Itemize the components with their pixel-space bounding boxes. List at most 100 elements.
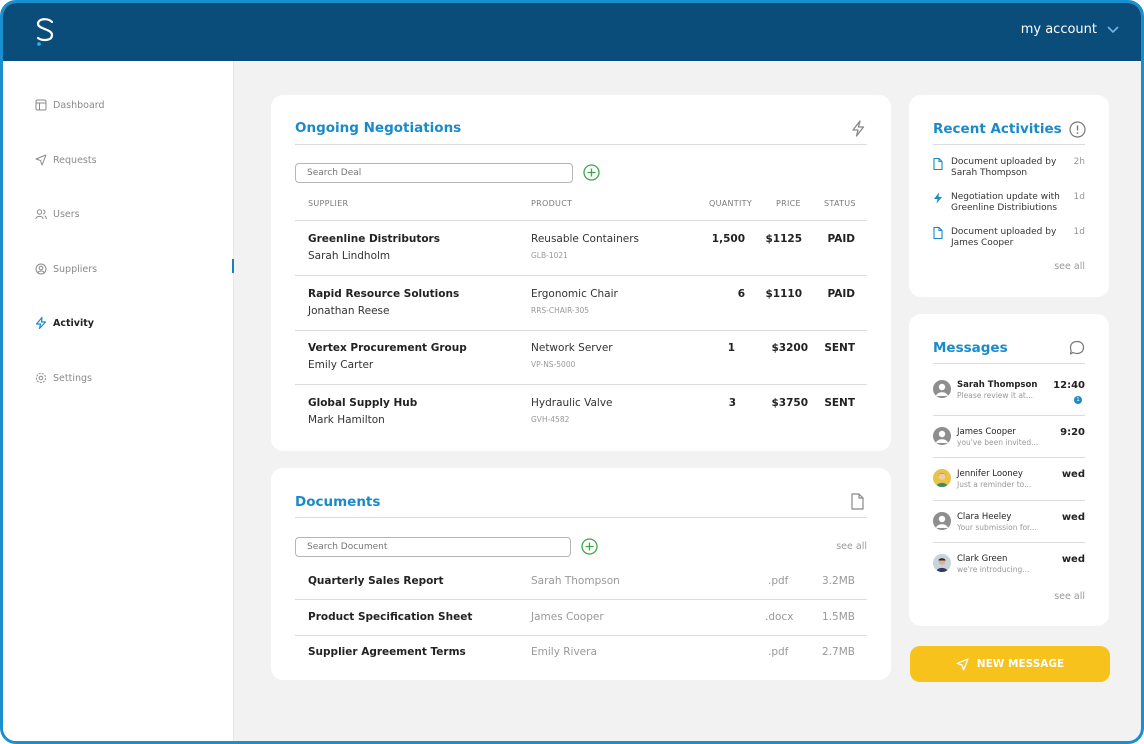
document-owner: James Cooper [531, 611, 604, 623]
avatar [933, 469, 951, 487]
status: PAID [827, 288, 855, 300]
divider [933, 500, 1085, 501]
message-item[interactable]: Clara Heeley Your submission for... wed [933, 506, 1085, 548]
divider [933, 415, 1085, 416]
quantity: 1 [727, 342, 735, 354]
message-sender: Clara Heeley [957, 512, 1012, 522]
divider [295, 599, 867, 600]
column-header-status: STATUS [824, 199, 856, 208]
message-time: 9:20 [1060, 427, 1085, 438]
negotiations-card: Ongoing Negotiations SUPPLIER PRODUCT QU… [271, 95, 891, 451]
account-menu[interactable]: my account [1021, 22, 1119, 37]
message-sender: Clark Green [957, 554, 1008, 564]
activity-time: 2h [1073, 157, 1085, 167]
message-sender: James Cooper [957, 427, 1016, 437]
gear-icon [35, 372, 47, 384]
product-name: Reusable Containers [531, 233, 640, 245]
new-message-label: NEW MESSAGE [976, 658, 1065, 670]
avatar [933, 512, 951, 530]
divider [295, 635, 867, 636]
divider [295, 275, 867, 276]
chat-bubble-icon[interactable] [1069, 340, 1085, 356]
lightning-icon [852, 120, 865, 137]
sidebar-item-requests[interactable]: Requests [35, 154, 97, 166]
message-item[interactable]: Jennifer Looney Just a reminder to... we… [933, 463, 1085, 505]
negotiations-title: Ongoing Negotiations [295, 120, 462, 136]
message-item[interactable]: Sarah Thompson Please review it at... 12… [933, 374, 1085, 416]
sidebar-item-label: Activity [53, 317, 94, 329]
divider [295, 144, 867, 145]
add-document-icon[interactable] [581, 538, 598, 555]
supplier-name: Greenline Distributors [308, 233, 440, 245]
add-deal-icon[interactable] [583, 164, 600, 181]
message-preview: Your submission for... [957, 523, 1037, 532]
document-name: Supplier Agreement Terms [308, 646, 466, 658]
supplier-contact: Mark Hamilton [308, 414, 385, 426]
new-message-button[interactable]: NEW MESSAGE [910, 646, 1110, 682]
divider [295, 517, 867, 518]
product-code: GVH-4582 [531, 415, 570, 424]
document-size: 2.7MB [822, 646, 855, 658]
sidebar-item-label: Users [53, 208, 80, 220]
message-preview: Just a reminder to... [957, 480, 1032, 489]
recent-activities-card: Recent Activities Document uploaded by S… [909, 95, 1109, 297]
activity-time: 1d [1073, 227, 1085, 237]
sidebar-item-label: Suppliers [53, 263, 98, 275]
price: $3750 [771, 397, 808, 409]
divider [933, 363, 1085, 364]
user-placeholder-icon [936, 383, 948, 396]
divider [933, 542, 1085, 543]
send-icon [956, 657, 969, 671]
sidebar-item-suppliers[interactable]: Suppliers [35, 263, 97, 275]
info-icon[interactable] [1069, 121, 1086, 138]
sidebar-item-dashboard[interactable]: Dashboard [35, 99, 105, 111]
messages-see-all-link[interactable]: see all [1054, 591, 1085, 602]
supplier-contact: Emily Carter [308, 359, 374, 371]
quantity: 6 [737, 288, 745, 300]
document-extension: .docx [765, 611, 794, 623]
dashboard-icon [35, 99, 47, 111]
avatar [933, 554, 951, 572]
message-sender: Jennifer Looney [957, 469, 1023, 479]
price: $1125 [765, 233, 802, 245]
divider [933, 144, 1085, 145]
message-sender: Sarah Thompson [957, 380, 1038, 390]
document-size: 1.5MB [822, 611, 855, 623]
sidebar-item-label: Settings [53, 372, 92, 384]
supplier-name: Rapid Resource Solutions [308, 288, 460, 300]
product-name: Ergonomic Chair [531, 288, 618, 300]
divider [295, 384, 867, 385]
document-size: 3.2MB [822, 575, 855, 587]
sidebar: Dashboard Requests Users Suppliers Activ… [3, 61, 234, 741]
account-label: my account [1020, 22, 1097, 37]
search-deal-input[interactable] [295, 163, 573, 183]
divider [295, 330, 867, 331]
message-preview: Please review it at... [957, 391, 1034, 400]
sidebar-item-label: Requests [53, 154, 97, 166]
divider [295, 220, 867, 221]
sidebar-item-users[interactable]: Users [35, 208, 80, 220]
status: SENT [824, 342, 855, 354]
price: $1110 [765, 288, 802, 300]
documents-see-all-link[interactable]: see all [836, 541, 867, 552]
send-icon [35, 154, 47, 166]
document-icon [933, 158, 943, 170]
sidebar-item-settings[interactable]: Settings [35, 372, 92, 384]
document-extension: .pdf [768, 575, 789, 587]
column-header-price: PRICE [776, 199, 801, 208]
document-icon [933, 227, 943, 239]
product-code: VP-NS-5000 [531, 360, 576, 369]
activity-time: 1d [1073, 192, 1085, 202]
message-preview: you've been invited... [957, 438, 1039, 447]
document-extension: .pdf [768, 646, 789, 658]
search-document-input[interactable] [295, 537, 571, 557]
sidebar-item-activity[interactable]: Activity [35, 317, 94, 329]
document-owner: Sarah Thompson [531, 575, 620, 587]
document-icon [851, 493, 864, 510]
activities-see-all-link[interactable]: see all [1054, 261, 1085, 272]
message-item[interactable]: James Cooper you've been invited... 9:20 [933, 421, 1085, 463]
recent-activities-title: Recent Activities [933, 121, 1062, 137]
message-item[interactable]: Clark Green we're introducing... wed [933, 548, 1085, 590]
messages-title: Messages [933, 340, 1008, 356]
